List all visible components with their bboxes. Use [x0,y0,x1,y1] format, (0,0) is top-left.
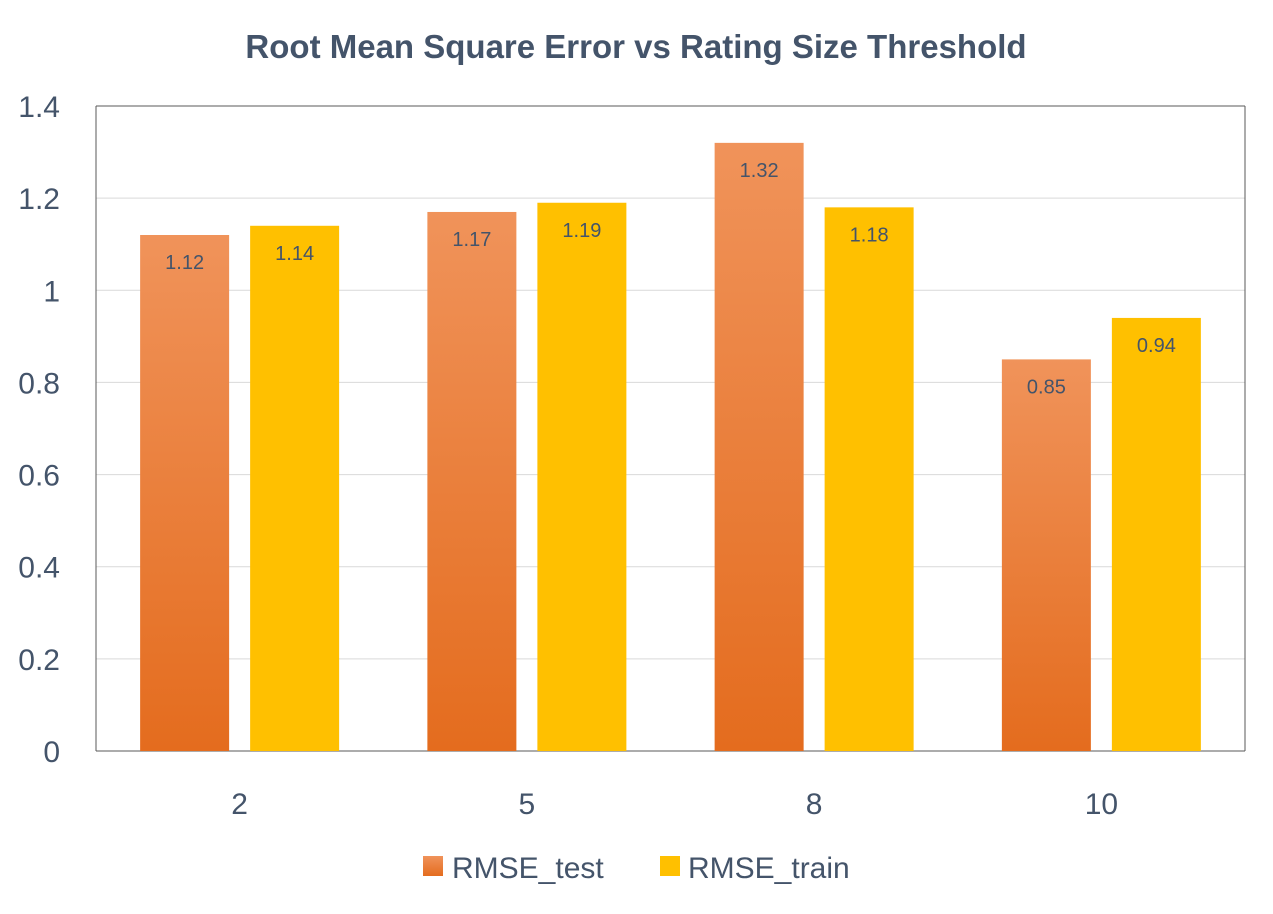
legend-label: RMSE_test [452,852,604,885]
data-label: 1.14 [275,243,314,265]
legend-swatch-RMSE_train [660,856,680,876]
data-label: 0.94 [1137,335,1176,357]
bar-RMSE_test-5 [427,211,517,751]
legend-swatch-RMSE_test [423,856,443,876]
y-tick-label: 1.4 [18,91,60,124]
y-tick-label: 0.4 [18,552,60,585]
data-label: 1.32 [740,160,779,182]
data-label: 0.85 [1027,376,1066,398]
bar-RMSE_train-2 [250,225,340,752]
y-tick-label: 0.6 [18,460,60,493]
x-tick-label: 8 [806,788,823,821]
bar-RMSE_test-8 [714,142,804,751]
data-labels: 1.12 1.14 1.17 1.19 1.32 1.18 0.85 0.94 [165,160,1176,399]
data-label: 1.12 [165,252,204,274]
bar-RMSE_test-10 [1001,359,1091,751]
x-tick-label: 10 [1085,788,1118,821]
y-tick-label: 0 [43,736,60,769]
bar-RMSE_train-8 [824,207,914,751]
y-tick-label: 1 [43,275,60,308]
x-tick-label: 2 [231,788,248,821]
chart-title: Root Mean Square Error vs Rating Size Th… [245,28,1026,65]
data-label: 1.17 [452,229,491,251]
bar-RMSE_train-5 [537,202,627,751]
bar-RMSE_train-10 [1111,317,1201,751]
x-tick-label: 5 [519,788,536,821]
data-label: 1.18 [850,224,889,246]
legend: RMSE_test RMSE_train [423,852,850,885]
bars [140,142,1201,752]
y-tick-label: 0.2 [18,644,60,677]
y-tick-label: 0.8 [18,367,60,400]
axes: 0 0.2 0.4 0.6 0.8 1 1.2 1.4 2 5 8 10 [18,91,1246,821]
legend-label: RMSE_train [688,852,850,885]
data-label: 1.19 [562,220,601,242]
bar-RMSE_test-2 [140,235,230,751]
y-tick-label: 1.2 [18,183,60,216]
